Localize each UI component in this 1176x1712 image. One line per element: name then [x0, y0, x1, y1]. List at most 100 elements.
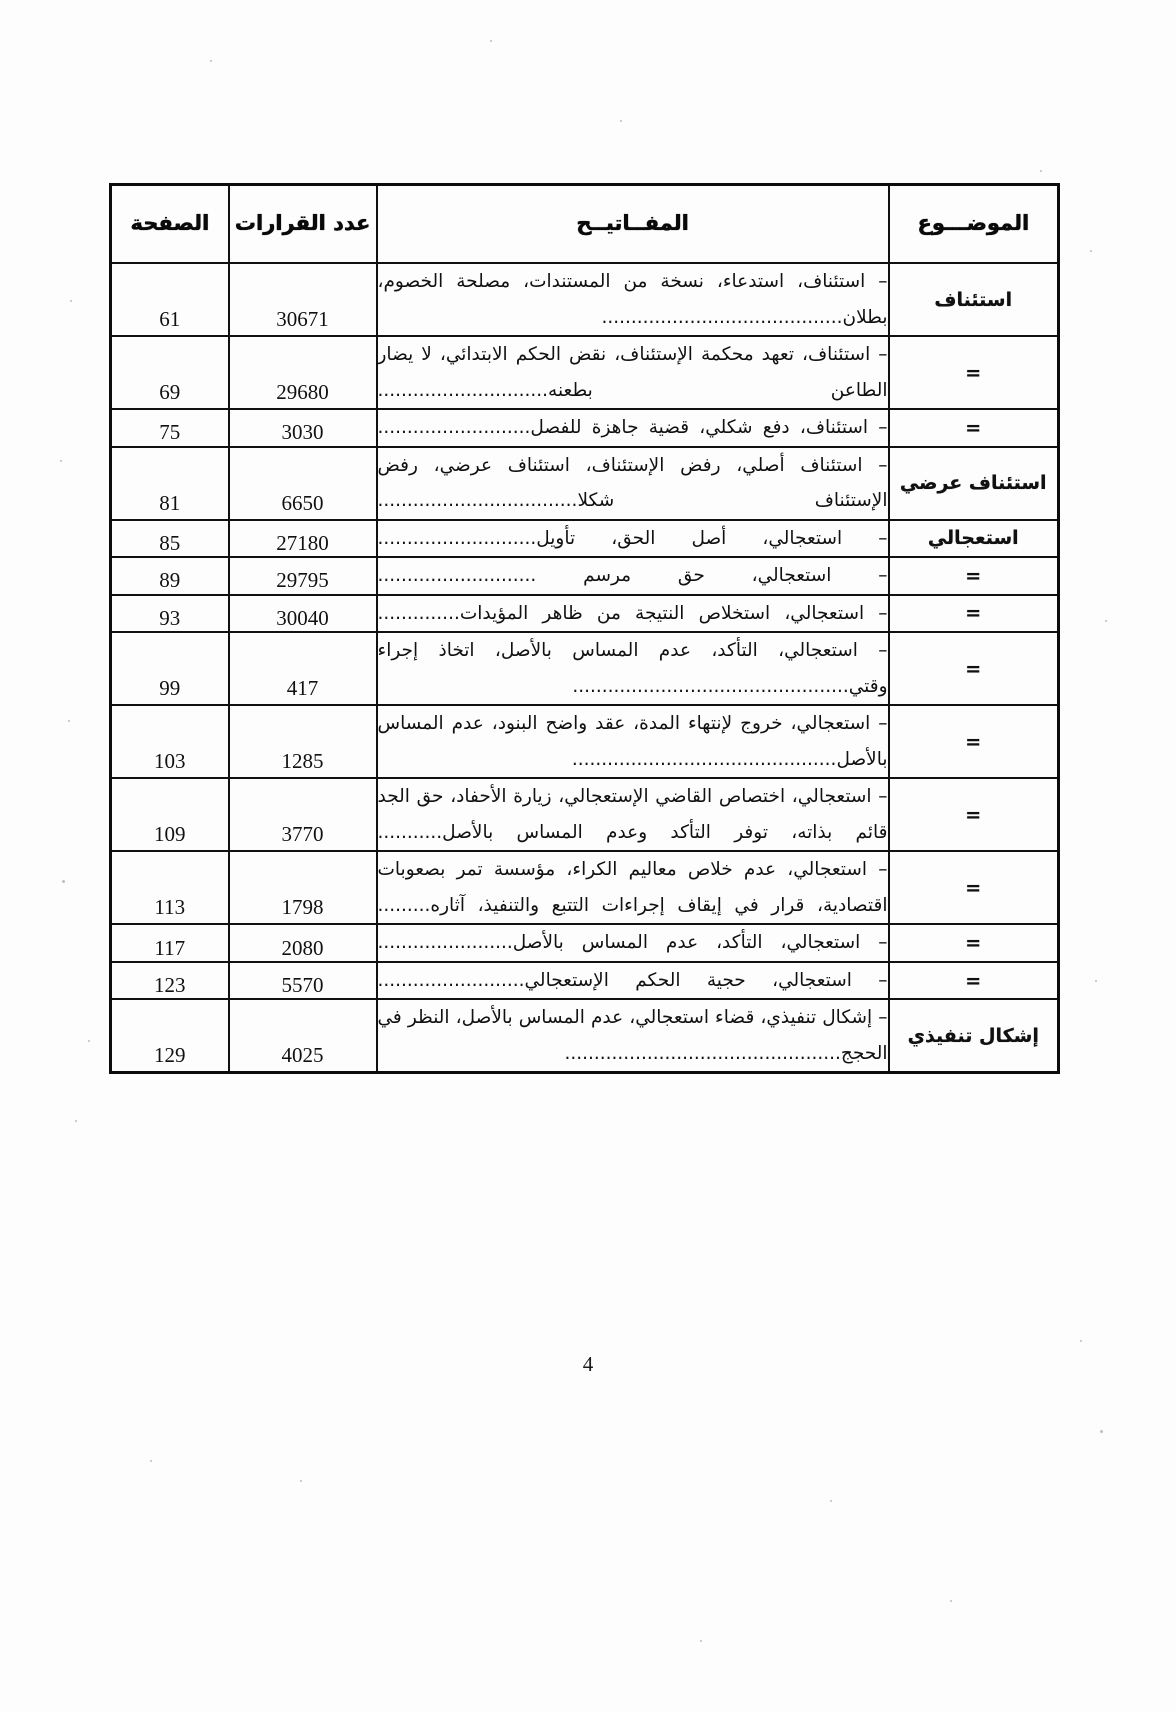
cell-keywords: – استعجالي، عدم خلاص معاليم الكراء، مؤسس…	[375, 850, 890, 926]
scan-speck	[1105, 620, 1107, 622]
cell-page-number: 109	[109, 777, 230, 853]
column-header-keywords: المفــاتيــح	[375, 183, 890, 264]
cell-keywords: – استعجالي، التأكد، عدم المساس بالأصل...…	[375, 923, 890, 963]
scan-speck	[70, 300, 72, 302]
cell-subject: =	[887, 850, 1060, 926]
table-row: استئناف عرضي – استئناف أصلي، رفض الإستئنا…	[109, 445, 1060, 521]
cell-page-number: 123	[109, 960, 230, 1001]
table-row: إشكال تنفيذي – إشكال تنفيذي، قضاء استعجال…	[109, 998, 1060, 1074]
scan-speck	[75, 1120, 77, 1122]
scan-speck	[950, 1600, 952, 1602]
scan-speck	[60, 460, 62, 462]
cell-subject: استئناف عرضي	[887, 445, 1060, 521]
cell-subject: =	[887, 408, 1060, 448]
cell-page-number: 99	[109, 631, 230, 707]
scan-speck	[1090, 250, 1092, 252]
page-folio-number: 4	[582, 1352, 594, 1376]
cell-keywords: – استعجالي، التأكد، عدم المساس بالأصل، ا…	[375, 631, 890, 707]
scan-speck	[210, 60, 212, 62]
cell-page-number: 129	[109, 998, 230, 1074]
column-header-decision-count: عدد القرارات	[227, 183, 378, 264]
index-table: الموضـــوع المفــاتيــح عدد القرارات الص…	[109, 183, 1060, 1075]
cell-keywords: – استعجالي، اختصاص القاضي الإستعجالي، زي…	[375, 777, 890, 853]
cell-subject: استئناف	[887, 261, 1060, 338]
cell-decision-count: 417	[227, 631, 378, 707]
table-row: = – استئناف، تعهد محكمة الإستئناف، نقض ال…	[109, 335, 1060, 411]
column-header-page: الصفحة	[109, 183, 230, 264]
scan-speck	[68, 720, 70, 722]
table-row: = – استئناف، دفع شكلي، قضية جاهزة للفصل..…	[109, 408, 1060, 448]
table-row: استئناف – استئناف، استدعاء، نسخة من المست…	[109, 261, 1060, 338]
column-header-subject: الموضـــوع	[887, 183, 1060, 264]
cell-decision-count: 3770	[227, 777, 378, 853]
cell-page-number: 89	[109, 556, 230, 596]
cell-decision-count: 4025	[227, 998, 378, 1074]
table-row: = – استعجالي، خروج لإنتهاء المدة، عقد واض…	[109, 704, 1060, 780]
cell-keywords: – استعجالي، استخلاص النتيجة من ظاهر المؤ…	[375, 593, 890, 634]
cell-keywords: – استعجالي، أصل الحق، تأويل.............…	[375, 518, 890, 559]
header-row: الموضـــوع المفــاتيــح عدد القرارات الص…	[109, 183, 1060, 264]
cell-keywords: – استعجالي، خروج لإنتهاء المدة، عقد واضح…	[375, 704, 890, 780]
cell-subject: إشكال تنفيذي	[887, 998, 1060, 1074]
scan-speck	[700, 1640, 702, 1642]
scan-speck	[1080, 1340, 1082, 1342]
cell-keywords: – استعجالي، حجية الحكم الإستعجالي.......…	[375, 960, 890, 1001]
cell-subject: استعجالي	[887, 518, 1060, 559]
cell-decision-count: 27180	[227, 518, 378, 559]
column-header-keywords-label: المفــاتيــح	[576, 211, 689, 236]
cell-page-number: 61	[109, 261, 230, 338]
cell-subject: =	[887, 556, 1060, 596]
table-row: = – استعجالي، عدم خلاص معاليم الكراء، مؤس…	[109, 850, 1060, 926]
cell-decision-count: 6650	[227, 445, 378, 521]
table-row: استعجالي – استعجالي، أصل الحق، تأويل.....…	[109, 518, 1060, 559]
cell-decision-count: 5570	[227, 960, 378, 1001]
cell-subject: =	[887, 593, 1060, 634]
cell-page-number: 81	[109, 445, 230, 521]
cell-page-number: 117	[109, 923, 230, 963]
scan-speck	[1040, 170, 1042, 172]
scan-speck	[300, 1480, 302, 1482]
cell-keywords: – إشكال تنفيذي، قضاء استعجالي، عدم المسا…	[375, 998, 890, 1074]
cell-subject: =	[887, 777, 1060, 853]
cell-keywords: – استئناف، دفع شكلي، قضية جاهزة للفصل...…	[375, 408, 890, 448]
table-row: = – استعجالي، استخلاص النتيجة من ظاهر الم…	[109, 593, 1060, 634]
table-body: استئناف – استئناف، استدعاء، نسخة من المست…	[109, 261, 1060, 1074]
cell-decision-count: 1798	[227, 850, 378, 926]
cell-subject: =	[887, 923, 1060, 963]
cell-decision-count: 29680	[227, 335, 378, 411]
scan-speck	[1095, 980, 1097, 982]
cell-decision-count: 3030	[227, 408, 378, 448]
scan-speck	[490, 40, 492, 42]
table-row: = – استعجالي، التأكد، عدم المساس بالأصل..…	[109, 923, 1060, 963]
cell-decision-count: 1285	[227, 704, 378, 780]
cell-page-number: 69	[109, 335, 230, 411]
table-row: = – استعجالي، حق مرسم ...................…	[109, 556, 1060, 596]
cell-page-number: 85	[109, 518, 230, 559]
column-header-page-label: الصفحة	[130, 211, 210, 236]
cell-decision-count: 30671	[227, 261, 378, 338]
cell-page-number: 93	[109, 593, 230, 634]
table-row: = – استعجالي، حجية الحكم الإستعجالي......…	[109, 960, 1060, 1001]
cell-page-number: 113	[109, 850, 230, 926]
index-table-container: الموضـــوع المفــاتيــح عدد القرارات الص…	[109, 183, 1060, 1075]
cell-keywords: – استئناف أصلي، رفض الإستئناف، استئناف ع…	[375, 445, 890, 521]
table-row: = – استعجالي، اختصاص القاضي الإستعجالي، ز…	[109, 777, 1060, 853]
scan-speck	[1100, 1430, 1103, 1433]
table-header: الموضـــوع المفــاتيــح عدد القرارات الص…	[109, 183, 1060, 264]
cell-decision-count: 29795	[227, 556, 378, 596]
table-row: = – استعجالي، التأكد، عدم المساس بالأصل، …	[109, 631, 1060, 707]
cell-keywords: – استئناف، استدعاء، نسخة من المستندات، م…	[375, 261, 890, 338]
cell-subject: =	[887, 704, 1060, 780]
scan-speck	[830, 1500, 832, 1502]
scan-speck	[88, 1040, 90, 1042]
cell-decision-count: 30040	[227, 593, 378, 634]
cell-keywords: – استعجالي، حق مرسم ....................…	[375, 556, 890, 596]
cell-subject: =	[887, 631, 1060, 707]
scan-speck	[150, 1460, 152, 1462]
column-header-decision-count-label: عدد القرارات	[234, 211, 371, 236]
cell-subject: =	[887, 960, 1060, 1001]
column-header-subject-label: الموضـــوع	[917, 211, 1030, 236]
scan-speck	[62, 880, 65, 883]
cell-page-number: 103	[109, 704, 230, 780]
